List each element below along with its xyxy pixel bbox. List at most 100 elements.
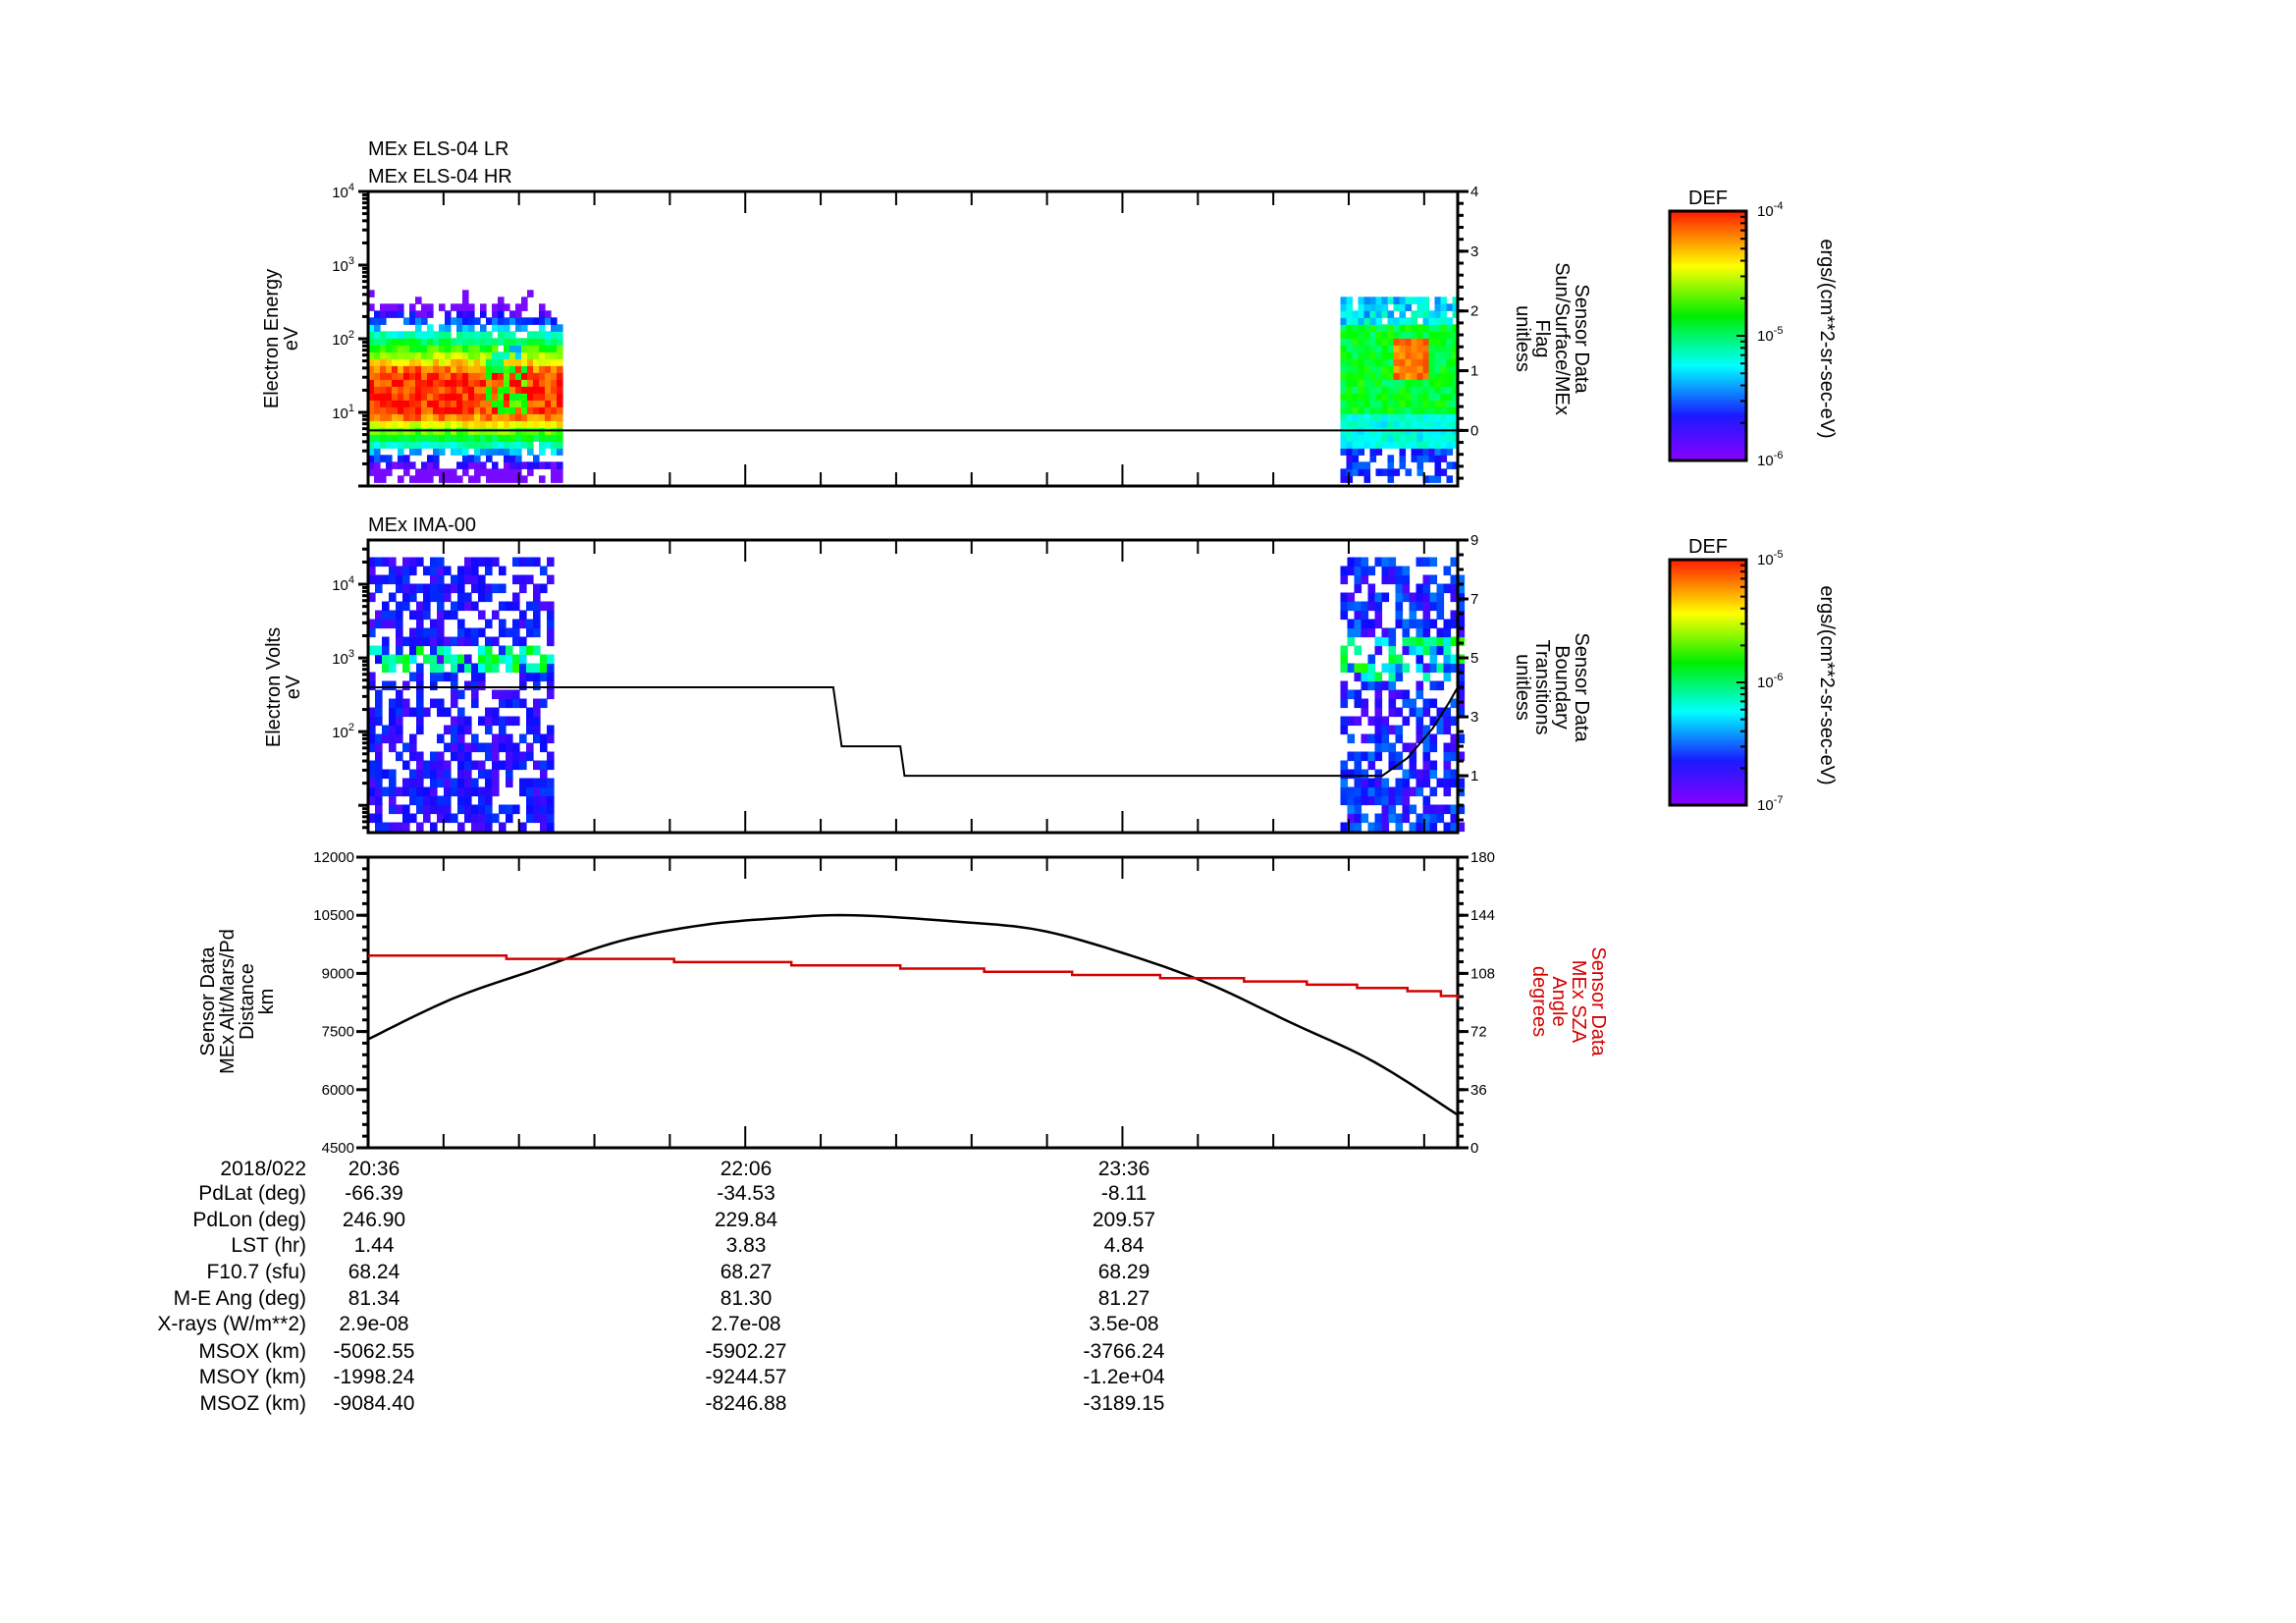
spectrogram-cell	[427, 393, 434, 401]
spectrogram-cell	[437, 592, 445, 603]
spectrogram-cell	[451, 413, 457, 421]
spectrogram-cell	[402, 654, 410, 665]
spectrogram-cell	[515, 372, 522, 380]
spectrogram-cell	[1387, 352, 1395, 359]
spectrogram-cell	[1422, 406, 1430, 414]
spectrogram-cell	[1457, 822, 1466, 833]
spectrogram-cell	[1346, 400, 1354, 407]
spectrogram-cell	[1446, 406, 1454, 414]
spectrogram-cell	[1363, 331, 1371, 339]
spectrogram-cell	[1381, 627, 1390, 638]
spectrogram-cell	[527, 352, 534, 359]
spectrogram-cell	[1393, 352, 1401, 359]
spectrogram-cell	[1405, 365, 1413, 373]
spectrogram-cell	[539, 386, 546, 394]
spectrogram-cell	[1440, 434, 1448, 442]
spectrogram-cell	[445, 372, 452, 380]
spectrogram-cell	[1422, 324, 1430, 332]
spectrogram-cell	[389, 610, 397, 621]
spectrogram-cell	[547, 627, 555, 638]
spectrogram-cell	[427, 406, 434, 414]
spectrogram-cell	[396, 566, 403, 576]
spectrogram-cell	[1347, 751, 1356, 762]
spectrogram-cell	[386, 420, 393, 428]
spectrogram-cell	[485, 583, 493, 594]
spectrogram-cell	[421, 420, 428, 428]
spectrogram-cell	[545, 331, 552, 339]
spectrogram-cell	[1346, 365, 1354, 373]
spectrogram-cell	[415, 420, 422, 428]
spectrogram-cell	[468, 413, 475, 421]
spectrogram-cell	[1381, 786, 1390, 797]
spectrogram-cell	[380, 475, 387, 483]
spectrogram-cell	[464, 760, 472, 771]
spectrogram-cell	[1402, 813, 1411, 824]
spectrogram-cell	[1402, 786, 1411, 797]
spectrogram-cell	[498, 338, 505, 346]
spectrogram-cell	[1354, 574, 1362, 585]
spectrogram-cell	[1395, 733, 1404, 744]
spectrogram-cell	[1422, 698, 1431, 709]
spectrogram-cell	[468, 441, 475, 449]
spectrogram-cell	[515, 303, 522, 311]
spectrogram-cell	[485, 557, 493, 568]
spectrogram-cell	[1409, 769, 1417, 780]
spectrogram-cell	[1436, 627, 1445, 638]
spectrogram-cell	[462, 461, 469, 469]
spectrogram-cell	[1346, 345, 1354, 352]
spectrogram-cell	[1387, 358, 1395, 366]
spectrogram-cell	[423, 795, 431, 806]
spectrogram-cell	[492, 352, 499, 359]
spectrogram-cell	[368, 352, 375, 359]
spectrogram-cell	[396, 786, 403, 797]
spectrogram-cell	[539, 358, 546, 366]
spectrogram-cell	[1440, 386, 1448, 394]
spectrogram-cell	[444, 813, 452, 824]
spectrogram-cell	[451, 400, 457, 407]
spectrogram-cell	[1347, 601, 1356, 612]
spectrogram-cell	[439, 338, 446, 346]
colorbar-tick-label: 10-5	[1757, 549, 1783, 568]
spectrogram-cell	[1340, 400, 1348, 407]
spectrogram-cell	[464, 663, 472, 674]
spectrogram-cell	[504, 455, 510, 462]
spectrogram-cell	[1422, 345, 1430, 352]
spectrogram-cell	[1340, 645, 1349, 656]
spectrogram-cell	[1375, 386, 1383, 394]
spectrogram-cell	[1416, 448, 1424, 456]
y-tick-label: 102	[332, 722, 354, 741]
spectrogram-cell	[427, 434, 434, 442]
spectrogram-cell	[1354, 627, 1362, 638]
spectrogram-cell	[1375, 297, 1383, 304]
spectrogram-cell	[547, 610, 555, 621]
table-row-label: MSOX (km)	[198, 1340, 306, 1363]
spectrogram-cell	[402, 804, 410, 815]
spectrogram-cell	[1399, 379, 1407, 387]
spectrogram-cell	[1422, 583, 1431, 594]
spectrogram-cell	[409, 303, 416, 311]
spectrogram-cell	[1457, 574, 1466, 585]
spectrogram-cell	[533, 813, 541, 824]
spectrogram-cell	[509, 372, 516, 380]
spectrogram-cell	[457, 733, 465, 744]
spectrogram-cell	[471, 742, 479, 753]
spectrogram-cell	[499, 725, 507, 735]
panel3-ylabel-line: Sensor Data	[197, 947, 219, 1056]
spectrogram-cell	[527, 393, 534, 401]
spectrogram-cell	[474, 475, 481, 483]
spectrogram-cell	[551, 475, 558, 483]
spectrogram-cell	[1375, 358, 1383, 366]
spectrogram-cell	[368, 393, 375, 401]
spectrogram-cell	[533, 786, 541, 797]
spectrogram-cell	[551, 352, 558, 359]
spectrogram-cell	[486, 352, 493, 359]
spectrogram-cell	[1405, 441, 1413, 449]
spectrogram-cell	[468, 352, 475, 359]
spectrogram-cell	[1428, 317, 1436, 325]
spectrogram-cell	[456, 324, 463, 332]
y-tick-label: 104	[332, 574, 354, 594]
spectrogram-cell	[389, 786, 397, 797]
spectrogram-cell	[540, 804, 548, 815]
spectrogram-cell	[409, 358, 416, 366]
